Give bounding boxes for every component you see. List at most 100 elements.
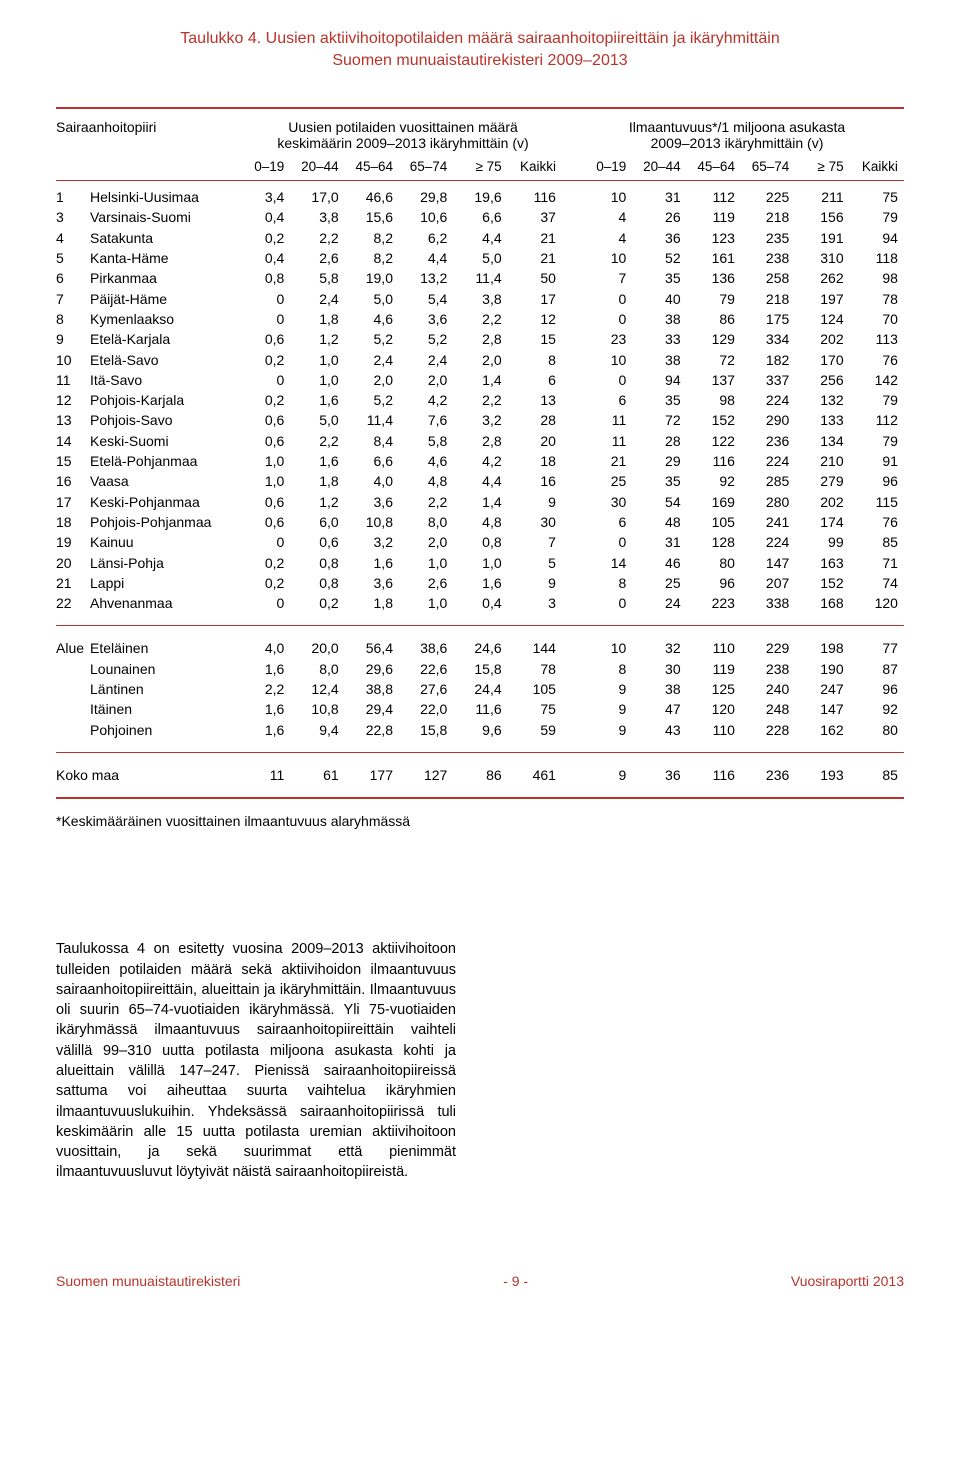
cell: 162 <box>795 720 849 740</box>
cell: 2,6 <box>399 573 453 593</box>
row-number: 18 <box>56 512 90 532</box>
cell: 163 <box>795 553 849 573</box>
cell: 207 <box>741 573 795 593</box>
table-row: Pohjoinen1,69,422,815,89,659943110228162… <box>56 720 904 740</box>
cell: 86 <box>687 309 741 329</box>
cell: 56,4 <box>345 638 399 658</box>
col-header: Kaikki <box>850 159 904 174</box>
row-name: Pohjois-Karjala <box>90 390 236 410</box>
cell: 133 <box>795 410 849 430</box>
cell: 29,6 <box>345 659 399 679</box>
cell: 80 <box>850 720 904 740</box>
cell: 119 <box>687 207 741 227</box>
page: Taulukko 4. Uusien aktiivihoitopotilaide… <box>0 0 960 1313</box>
cell: 80 <box>687 553 741 573</box>
cell: 0,2 <box>236 573 290 593</box>
table-row-total: Koko maa11611771278646193611623619385 <box>56 765 904 785</box>
footer-left: Suomen munuaistautirekisteri <box>56 1273 240 1289</box>
cell: 210 <box>795 451 849 471</box>
cell: 2,2 <box>399 492 453 512</box>
cell: 110 <box>687 638 741 658</box>
cell: 2,4 <box>290 289 344 309</box>
table-row: 12Pohjois-Karjala0,21,65,24,22,213635982… <box>56 390 904 410</box>
cell: 3,6 <box>345 573 399 593</box>
table-body-districts: 1Helsinki-Uusimaa3,417,046,629,819,61161… <box>56 181 904 619</box>
cell: 8 <box>508 350 578 370</box>
cell: 17,0 <box>290 187 344 207</box>
header-label: Sairaanhoitopiiri <box>56 119 236 151</box>
cell: 236 <box>741 765 795 785</box>
cell: 7 <box>508 532 578 552</box>
cell: 52 <box>632 248 686 268</box>
cell: 191 <box>795 228 849 248</box>
cell: 92 <box>850 699 904 719</box>
cell: 25 <box>578 471 632 491</box>
cell: 72 <box>687 350 741 370</box>
cell: 87 <box>850 659 904 679</box>
row-name: Pohjois-Savo <box>90 410 236 430</box>
cell: 118 <box>850 248 904 268</box>
cell: 1,0 <box>236 471 290 491</box>
cell: 28 <box>632 431 686 451</box>
cell: 190 <box>795 659 849 679</box>
cell: 20,0 <box>290 638 344 658</box>
col-header: Kaikki <box>508 159 578 174</box>
cell: 9 <box>578 720 632 740</box>
cell: 115 <box>850 492 904 512</box>
header-group1: Uusien potilaiden vuosittainen määrä kes… <box>236 119 570 151</box>
cell: 218 <box>741 207 795 227</box>
cell: 174 <box>795 512 849 532</box>
cell: 3,6 <box>345 492 399 512</box>
cell: 122 <box>687 431 741 451</box>
cell: 0,2 <box>236 350 290 370</box>
cell: 8,0 <box>290 659 344 679</box>
cell: 2,2 <box>236 679 290 699</box>
row-number: 9 <box>56 329 90 349</box>
cell: 177 <box>345 765 399 785</box>
cell: 33 <box>632 329 686 349</box>
cell: 9 <box>578 679 632 699</box>
cell: 38,6 <box>399 638 453 658</box>
cell: 30 <box>508 512 578 532</box>
cell: 132 <box>795 390 849 410</box>
cell: 290 <box>741 410 795 430</box>
cell: 152 <box>795 573 849 593</box>
cell: 144 <box>508 638 578 658</box>
cell: 35 <box>632 390 686 410</box>
row-name: Pirkanmaa <box>90 268 236 288</box>
cell: 8 <box>578 659 632 679</box>
table-row: 1Helsinki-Uusimaa3,417,046,629,819,61161… <box>56 187 904 207</box>
cell: 2,0 <box>399 370 453 390</box>
table-row: 9Etelä-Karjala0,61,25,25,22,815233312933… <box>56 329 904 349</box>
alue-label <box>56 659 90 679</box>
cell: 24,6 <box>453 638 507 658</box>
cell: 78 <box>850 289 904 309</box>
header-columns-row: 0–1920–4445–6465–74≥ 75Kaikki0–1920–4445… <box>56 159 904 174</box>
row-name: Lappi <box>90 573 236 593</box>
cell: 40 <box>632 289 686 309</box>
header-group2: Ilmaantuvuus*/1 miljoona asukasta 2009–2… <box>570 119 904 151</box>
cell: 125 <box>687 679 741 699</box>
cell: 5 <box>508 553 578 573</box>
row-number: 19 <box>56 532 90 552</box>
cell: 2,6 <box>290 248 344 268</box>
cell: 123 <box>687 228 741 248</box>
table-row: 13Pohjois-Savo0,65,011,47,63,22811721522… <box>56 410 904 430</box>
cell: 0 <box>236 370 290 390</box>
cell: 338 <box>741 593 795 613</box>
cell: 4,4 <box>453 471 507 491</box>
cell: 46 <box>632 553 686 573</box>
cell: 120 <box>850 593 904 613</box>
table-row: Läntinen2,212,438,827,624,41059381252402… <box>56 679 904 699</box>
cell: 94 <box>850 228 904 248</box>
table-row: 20Länsi-Pohja0,20,81,61,01,0514468014716… <box>56 553 904 573</box>
cell: 1,6 <box>453 573 507 593</box>
row-name: Etelä-Karjala <box>90 329 236 349</box>
cell: 31 <box>632 187 686 207</box>
cell: 8 <box>578 573 632 593</box>
cell: 79 <box>687 289 741 309</box>
cell: 5,0 <box>345 289 399 309</box>
cell: 112 <box>687 187 741 207</box>
cell: 110 <box>687 720 741 740</box>
cell: 96 <box>687 573 741 593</box>
